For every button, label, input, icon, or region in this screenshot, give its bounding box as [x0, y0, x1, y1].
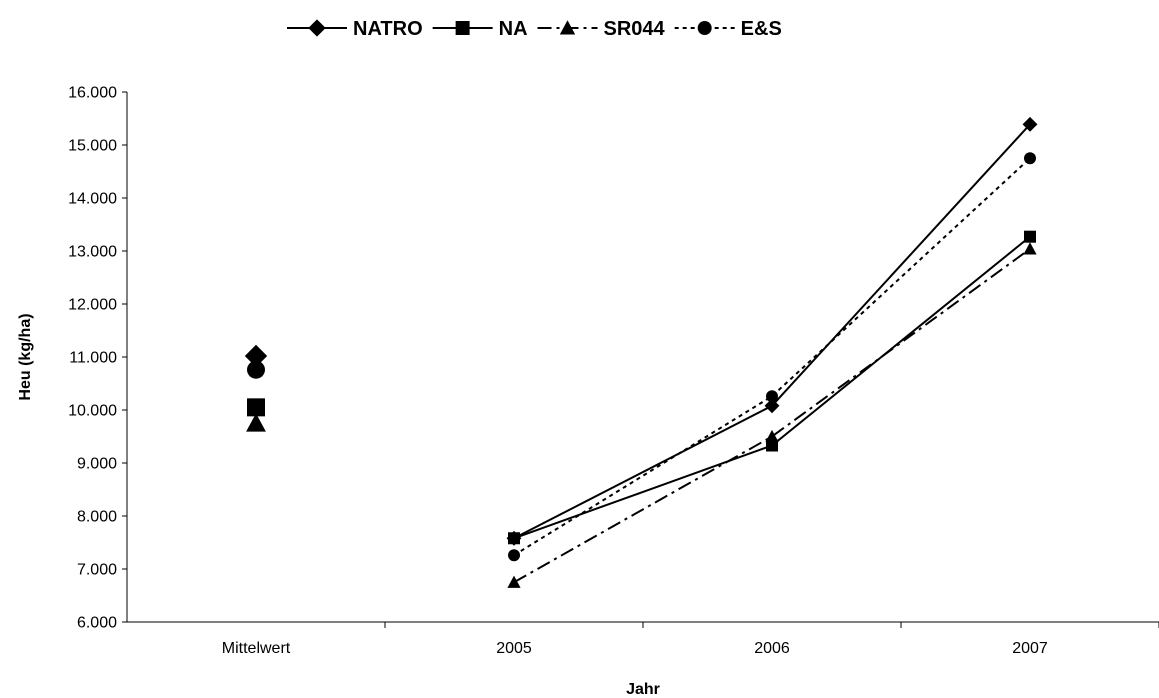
data-point-natro [764, 398, 780, 414]
data-point-natro [244, 344, 268, 368]
data-point-sr044 [765, 429, 779, 443]
y-tick-label: 15.000 [68, 138, 117, 155]
y-tick-label: 14.000 [68, 191, 117, 208]
legend-item-na: NA [432, 18, 528, 40]
data-point-e-s [766, 390, 778, 403]
y-ticks: 6.000 7.000 8.000 9.000 10.000 11.000 12.000 13… [68, 85, 127, 632]
data-point-e-s [1024, 152, 1036, 165]
y-tick-label: 16.000 [68, 85, 117, 102]
series-lines [513, 123, 1031, 584]
legend-item-sr044: SR044 [537, 18, 666, 40]
legend-marker-na [455, 21, 470, 35]
legend-label-natro: NATRO [353, 18, 423, 40]
y-tick-label: 11.000 [69, 350, 117, 367]
y-tick-label: 6.000 [77, 615, 117, 632]
y-tick-label: 10.000 [68, 403, 117, 420]
series-line-na [513, 235, 1031, 540]
x-tick-label: 2006 [754, 640, 790, 657]
legend-item-natro: NATRO [287, 18, 423, 40]
data-point-sr044 [246, 413, 266, 432]
legend: NATRO NA SR044 E&S [287, 18, 782, 40]
data-point-na [766, 439, 778, 452]
data-point-e-s [508, 549, 520, 562]
data-point-e-s [247, 360, 265, 379]
data-point-sr044 [1023, 242, 1037, 255]
y-tick-label: 12.000 [68, 297, 117, 314]
axes [126, 92, 1159, 623]
legend-label-na: NA [499, 18, 528, 40]
legend-marker-natro [308, 19, 326, 37]
data-point-na [247, 398, 265, 417]
x-axis-title: Jahr [626, 681, 660, 698]
legend-marker-sr044 [559, 20, 576, 35]
series-line-natro [513, 123, 1031, 540]
legend-label-e-s: E&S [741, 18, 782, 40]
data-point-na [1024, 230, 1036, 243]
y-tick-label: 7.000 [77, 562, 117, 579]
y-axis-title: Heu (kg/ha) [17, 313, 34, 400]
legend-label-sr044: SR044 [604, 18, 666, 40]
y-tick-label: 13.000 [68, 244, 117, 261]
x-tick-label: 2005 [496, 640, 532, 657]
x-ticks: Mittelwert 2005 2006 2007 [222, 622, 1159, 657]
data-point-na [508, 532, 520, 545]
data-point-sr044 [507, 575, 521, 588]
legend-item-e-s: E&S [674, 18, 782, 40]
y-tick-label: 9.000 [77, 456, 117, 473]
series-markers [244, 116, 1038, 588]
legend-marker-e-s [697, 21, 712, 35]
series-line-e-s [513, 157, 1031, 557]
data-point-natro [1022, 116, 1038, 132]
x-tick-label: Mittelwert [222, 640, 291, 657]
x-tick-label: 2007 [1012, 640, 1048, 657]
y-tick-label: 8.000 [77, 509, 117, 526]
